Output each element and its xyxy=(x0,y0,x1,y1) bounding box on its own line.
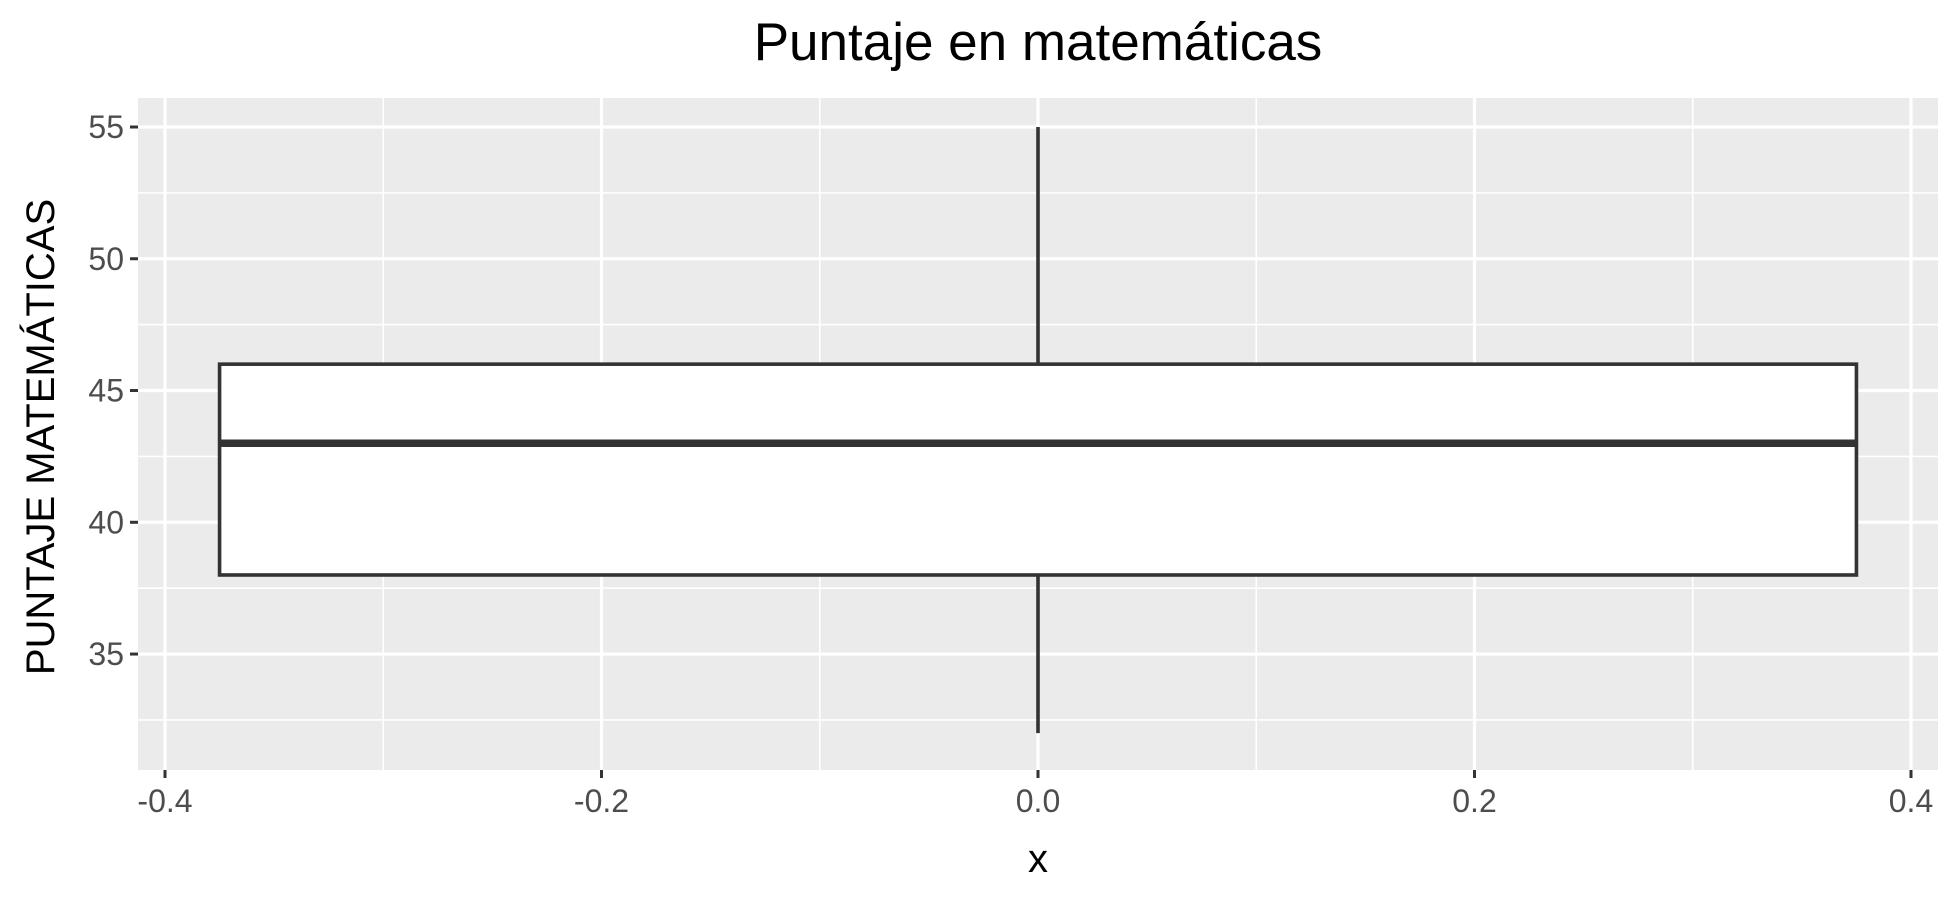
x-tick-label: 0.4 xyxy=(1889,783,1933,819)
x-tick-label: -0.4 xyxy=(137,783,192,819)
x-tick-label: 0.2 xyxy=(1452,783,1496,819)
x-axis-title: x xyxy=(1028,837,1048,881)
x-tick-label: -0.2 xyxy=(574,783,629,819)
y-tick-label: 40 xyxy=(88,504,124,540)
x-tick-label: 0.0 xyxy=(1016,783,1060,819)
axes: 35 40 45 50 55 -0.4 -0.2 0.0 0.2 0.4 xyxy=(88,109,1933,819)
y-tick-label: 35 xyxy=(88,636,124,672)
y-tick-label: 45 xyxy=(88,373,124,409)
box-group xyxy=(217,126,1859,734)
y-tick-label: 55 xyxy=(88,109,124,145)
y-tick-label: 50 xyxy=(88,241,124,277)
interquartile-box xyxy=(217,362,1859,577)
chart-title: Puntaje en matemáticas xyxy=(754,13,1323,72)
y-axis-title: PUNTAJE MATEMÁTICAS xyxy=(18,199,63,675)
